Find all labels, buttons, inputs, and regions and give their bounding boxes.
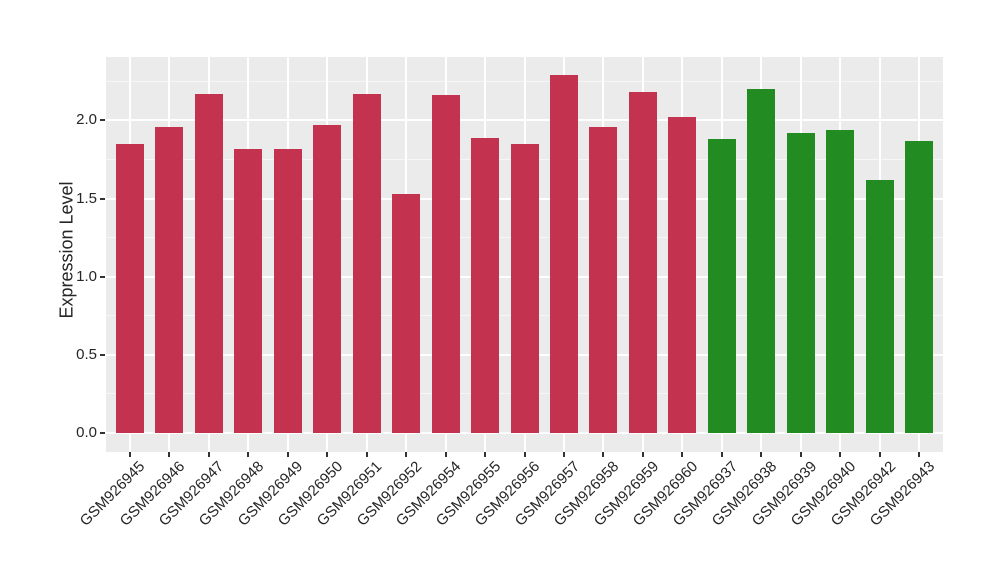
bar-GSM926937 xyxy=(707,139,736,433)
x-tick-mark xyxy=(878,452,881,457)
y-tick-label: 2.0 xyxy=(76,111,97,129)
bar-GSM926950 xyxy=(313,125,342,433)
x-tick-mark xyxy=(760,452,763,457)
bar-GSM926939 xyxy=(786,132,815,433)
bar-GSM926958 xyxy=(589,126,618,433)
bar-GSM926959 xyxy=(628,92,657,433)
x-tick-mark xyxy=(681,452,684,457)
x-tick-mark xyxy=(799,452,802,457)
bar-GSM926940 xyxy=(826,129,855,433)
x-tick-mark xyxy=(286,452,289,457)
x-tick-mark xyxy=(484,452,487,457)
x-tick-mark xyxy=(405,452,408,457)
bar-GSM926938 xyxy=(747,89,776,433)
bar-GSM926954 xyxy=(431,95,460,433)
bar-GSM926949 xyxy=(273,148,302,433)
bar-GSM926946 xyxy=(155,126,184,433)
x-tick-mark xyxy=(523,452,526,457)
plot-panel xyxy=(106,57,943,452)
y-tick-label: 1.0 xyxy=(76,267,97,285)
x-tick-mark xyxy=(128,452,131,457)
bar-GSM926955 xyxy=(471,137,500,433)
y-tick-mark xyxy=(100,197,105,200)
y-tick-mark xyxy=(100,275,105,278)
x-tick-mark xyxy=(562,452,565,457)
x-tick-mark xyxy=(918,452,921,457)
y-tick-mark xyxy=(100,431,105,434)
y-tick-mark xyxy=(100,119,105,122)
x-tick-mark xyxy=(641,452,644,457)
bar-GSM926957 xyxy=(549,75,578,433)
bar-GSM926945 xyxy=(115,143,144,433)
x-tick-mark xyxy=(365,452,368,457)
x-tick-mark xyxy=(602,452,605,457)
bar-GSM926960 xyxy=(668,117,697,433)
y-tick-label: 0.5 xyxy=(76,345,97,363)
y-tick-label: 1.5 xyxy=(76,189,97,207)
bar-GSM926942 xyxy=(865,179,894,433)
y-tick-mark xyxy=(100,353,105,356)
x-tick-mark xyxy=(839,452,842,457)
bar-GSM926956 xyxy=(510,143,539,433)
y-tick-label: 0.0 xyxy=(76,423,97,441)
bar-GSM926948 xyxy=(234,148,263,433)
x-tick-mark xyxy=(168,452,171,457)
x-tick-mark xyxy=(207,452,210,457)
x-tick-mark xyxy=(720,452,723,457)
x-tick-mark xyxy=(326,452,329,457)
bar-GSM926947 xyxy=(194,93,223,433)
x-tick-mark xyxy=(247,452,250,457)
bar-GSM926951 xyxy=(352,93,381,433)
bar-GSM926952 xyxy=(392,193,421,433)
bar-GSM926943 xyxy=(905,140,934,433)
x-tick-mark xyxy=(444,452,447,457)
